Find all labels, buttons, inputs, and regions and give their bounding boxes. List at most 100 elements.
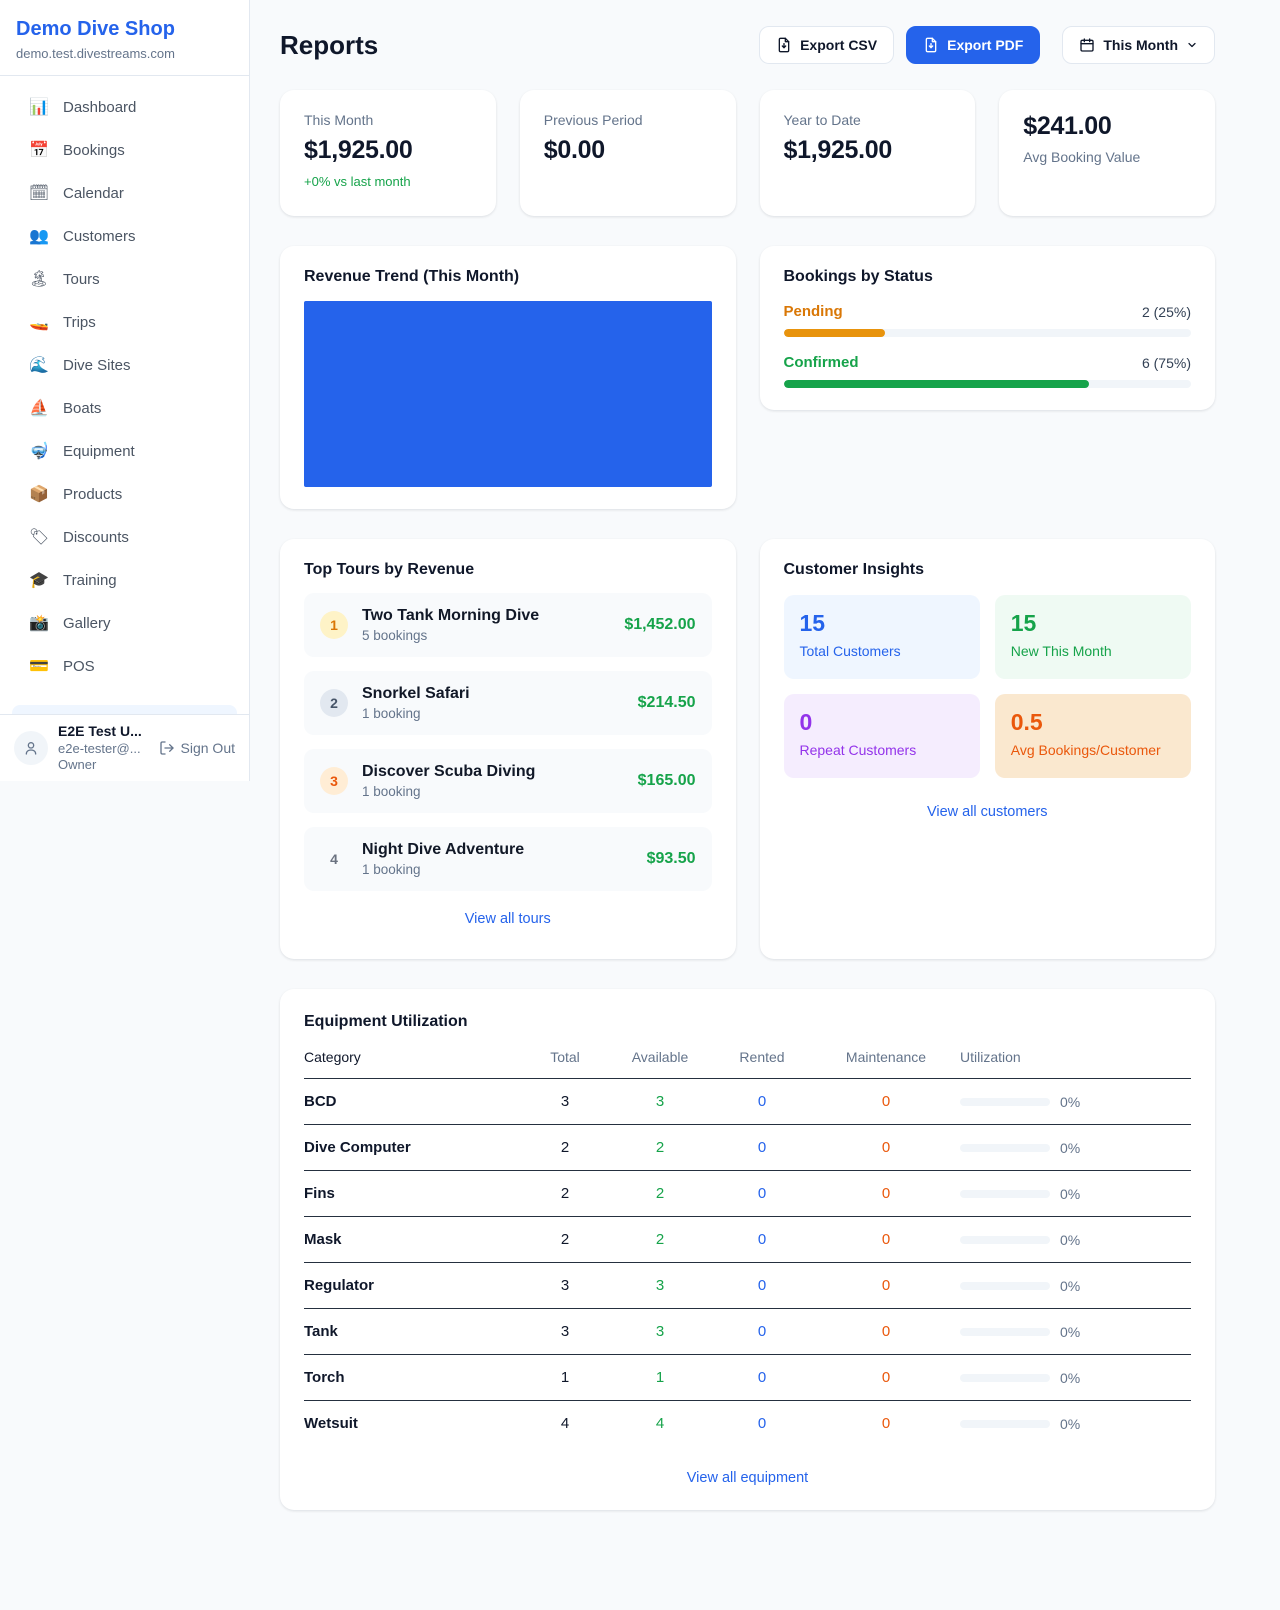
sidebar-item-products[interactable]: 📦 Products <box>29 486 123 503</box>
tile-repeat-customers: 0 Repeat Customers <box>783 694 980 778</box>
sidebar-item-equipment[interactable]: 🤿 Equipment <box>29 443 135 460</box>
tour-row: 3 Discover Scuba Diving 1 booking $165.0… <box>304 749 712 813</box>
tile-label: Repeat Customers <box>799 742 917 758</box>
status-label: Confirmed <box>783 354 859 371</box>
sidebar-item-reports-active[interactable] <box>12 705 237 714</box>
equipment-utilization-title: Equipment Utilization <box>304 1013 468 1030</box>
top-tours-card: Top Tours by Revenue 1 Two Tank Morning … <box>280 539 736 959</box>
column-header-rented: Rented <box>739 1049 785 1065</box>
utilization-cell: 0% <box>960 1186 1191 1202</box>
view-all-equipment-link[interactable]: View all equipment <box>686 1470 809 1486</box>
total-cell: 2 <box>560 1231 570 1248</box>
shop-domain: demo.test.divestreams.com <box>16 46 175 61</box>
category-cell: Fins <box>304 1185 335 1202</box>
status-row-confirmed: Confirmed 6 (75%) <box>783 354 1191 388</box>
tour-bookings: 1 booking <box>362 784 421 799</box>
total-cell: 3 <box>560 1093 570 1110</box>
utilization-bar-track <box>960 1189 1050 1198</box>
sidebar-item-dashboard[interactable]: 📊 Dashboard <box>29 99 137 116</box>
sidebar-item-gallery[interactable]: 📸 Gallery <box>29 615 111 632</box>
available-cell: 4 <box>655 1415 665 1432</box>
sidebar-item-training[interactable]: 🎓 Training <box>29 572 117 589</box>
tile-new-this-month: 15 New This Month <box>994 595 1191 679</box>
tag-icon: 🏷 <box>28 529 50 546</box>
sidebar-item-discounts[interactable]: 🏷 Discounts <box>28 529 129 546</box>
status-bar-track <box>783 329 1191 337</box>
rank-badge: 2 <box>320 689 348 717</box>
sidebar-item-tours[interactable]: 🏝 Tours <box>28 271 100 288</box>
tour-name: Snorkel Safari <box>362 685 470 702</box>
utilization-bar-track <box>960 1419 1050 1428</box>
period-select[interactable]: This Month <box>1062 26 1215 64</box>
rented-cell: 0 <box>757 1093 767 1110</box>
tile-label: New This Month <box>1010 643 1112 659</box>
tour-amount: $93.50 <box>646 850 696 867</box>
available-cell: 3 <box>655 1093 665 1110</box>
page-title: Reports <box>280 29 379 60</box>
sign-out-button[interactable]: Sign Out <box>159 740 235 756</box>
tile-value: 15 <box>1010 610 1037 636</box>
tour-bookings: 1 booking <box>362 706 421 721</box>
stat-card-year-to-date: Year to Date $1,925.00 <box>759 90 976 216</box>
rented-cell: 0 <box>757 1139 767 1156</box>
rented-cell: 0 <box>757 1415 767 1432</box>
utilization-percent: 0% <box>1060 1277 1081 1294</box>
category-cell: Tank <box>304 1323 338 1340</box>
table-row-wetsuit: Wetsuit 4 4 0 0 0% <box>304 1401 1191 1446</box>
sidebar-header: Demo Dive Shop demo.test.divestreams.com <box>0 0 249 76</box>
user-info: E2E Test U... e2e-tester@... Owner <box>58 723 142 773</box>
column-header-category: Category <box>304 1049 361 1065</box>
stat-card-this-month: This Month $1,925.00 +0% vs last month <box>280 90 496 216</box>
sidebar-item-customers[interactable]: 👥 Customers <box>29 228 136 245</box>
tour-name: Two Tank Morning Dive <box>362 607 540 624</box>
status-count: 2 (25%) <box>1141 303 1191 320</box>
sidebar-item-calendar[interactable]: 🗓 Calendar <box>28 185 124 202</box>
export-csv-button[interactable]: Export CSV <box>759 26 895 64</box>
utilization-cell: 0% <box>960 1278 1191 1294</box>
utilization-bar-track <box>960 1143 1050 1152</box>
total-cell: 3 <box>560 1277 570 1294</box>
utilization-bar-track <box>960 1373 1050 1382</box>
stat-label: Year to Date <box>783 112 861 128</box>
stat-value: $1,925.00 <box>783 136 893 164</box>
rented-cell: 0 <box>757 1231 767 1248</box>
tile-value: 0.5 <box>1010 709 1043 735</box>
package-icon: 📦 <box>29 486 49 503</box>
view-all-tours-link[interactable]: View all tours <box>464 911 551 927</box>
sidebar-item-pos[interactable]: 💳 POS <box>29 658 95 675</box>
chevron-down-icon <box>1188 42 1196 48</box>
dive-mask-icon: 🤿 <box>29 443 49 460</box>
tour-amount: $214.50 <box>637 694 696 711</box>
bookings-by-status-card: Bookings by Status Pending 2 (25%) Confi… <box>759 246 1215 410</box>
shop-name: Demo Dive Shop <box>16 18 175 40</box>
tour-name: Discover Scuba Diving <box>362 763 536 780</box>
sidebar-item-bookings[interactable]: 📅 Bookings <box>29 142 125 159</box>
maintenance-cell: 0 <box>881 1185 891 1202</box>
export-pdf-button[interactable]: Export PDF <box>906 26 1041 64</box>
sidebar-item-trips[interactable]: 🚤 Trips <box>29 314 96 331</box>
sidebar-item-dive-sites[interactable]: 🌊 Dive Sites <box>29 357 131 374</box>
utilization-percent: 0% <box>1060 1185 1081 1202</box>
status-row-pending: Pending 2 (25%) <box>783 303 1191 337</box>
stat-value: $0.00 <box>543 136 605 164</box>
stat-label: This Month <box>304 112 374 128</box>
sidebar-item-boats[interactable]: ⛵ Boats <box>29 400 102 417</box>
utilization-percent: 0% <box>1060 1369 1081 1386</box>
top-tours-title: Top Tours by Revenue <box>304 561 475 578</box>
credit-card-icon: 💳 <box>29 658 49 675</box>
view-all-customers-link[interactable]: View all customers <box>926 804 1048 820</box>
tile-value: 15 <box>799 610 826 636</box>
utilization-percent: 0% <box>1060 1093 1081 1110</box>
stat-label: Avg Booking Value <box>1023 149 1141 165</box>
status-label: Pending <box>783 303 843 320</box>
rented-cell: 0 <box>757 1369 767 1386</box>
logout-icon <box>159 741 174 755</box>
user-name: E2E Test U... <box>58 723 142 739</box>
tile-label: Total Customers <box>799 643 901 659</box>
column-header-maintenance: Maintenance <box>845 1049 927 1065</box>
bookings-calendar-icon: 📅 <box>29 142 49 159</box>
table-row-tank: Tank 3 3 0 0 0% <box>304 1309 1191 1355</box>
sidebar-user-footer: E2E Test U... e2e-tester@... Owner Sign … <box>0 714 249 781</box>
maintenance-cell: 0 <box>881 1369 891 1386</box>
total-cell: 1 <box>560 1369 570 1386</box>
